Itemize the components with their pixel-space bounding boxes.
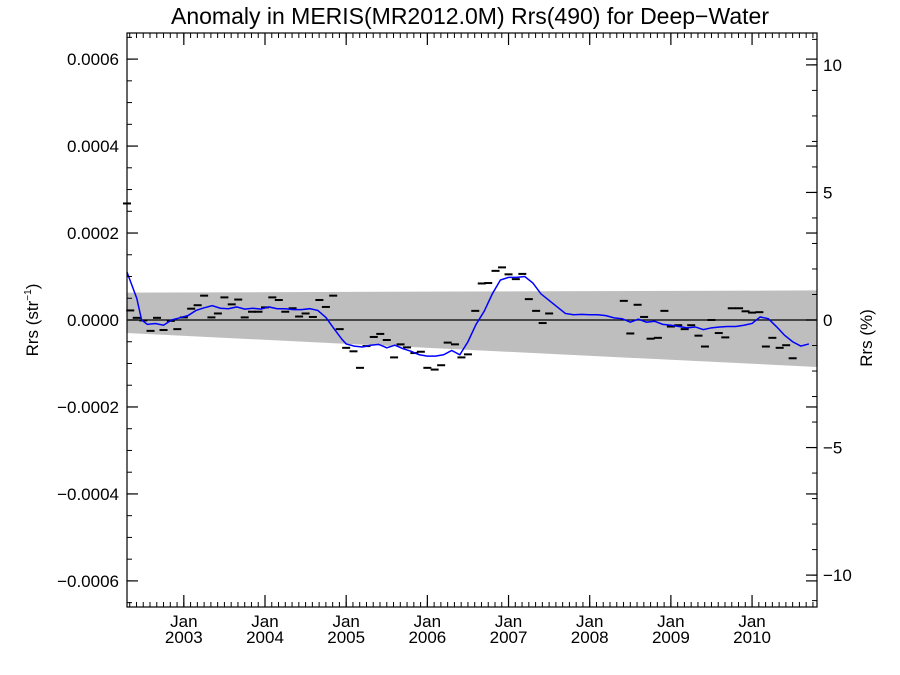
x-tick-month: Jan xyxy=(495,612,522,631)
chart-title: Anomaly in MERIS(MR2012.0M) Rrs(490) for… xyxy=(171,3,769,29)
x-tick-month: Jan xyxy=(738,612,765,631)
right-tick-label: −10 xyxy=(823,566,852,585)
x-tick-year: 2009 xyxy=(652,628,690,647)
right-tick-label: 5 xyxy=(823,183,832,202)
left-tick-label: −0.0006 xyxy=(57,572,119,591)
left-tick-label: −0.0002 xyxy=(57,398,119,417)
x-tick-month: Jan xyxy=(657,612,684,631)
left-tick-label: 0.0002 xyxy=(67,224,119,243)
x-tick-month: Jan xyxy=(414,612,441,631)
left-axis-label: Rrs (str−1) xyxy=(23,284,42,357)
left-y-axis: 0.0006 0.0004 0.0002 0.0000 −0.0002 −0.0004 −0… xyxy=(57,36,817,604)
x-tick-month: Jan xyxy=(251,612,278,631)
right-axis-label: Rrs (%) xyxy=(857,309,876,367)
right-y-axis: 10 5 0 −5 −10 xyxy=(806,38,852,602)
left-tick-label: 0.0006 xyxy=(67,50,119,69)
x-tick-year: 2005 xyxy=(327,628,365,647)
running-mean-line xyxy=(126,271,810,357)
left-tick-label: −0.0004 xyxy=(57,485,119,504)
right-tick-label: 10 xyxy=(823,56,842,75)
right-tick-label: −5 xyxy=(823,439,842,458)
x-tick-month: Jan xyxy=(332,612,359,631)
x-tick-year: 2003 xyxy=(165,628,203,647)
left-tick-label: 0.0000 xyxy=(67,311,119,330)
x-tick-month: Jan xyxy=(576,612,603,631)
left-axis-label-close: ) xyxy=(23,284,42,290)
uncertainty-band xyxy=(127,290,817,367)
x-tick-month: Jan xyxy=(170,612,197,631)
x-tick-year: 2004 xyxy=(246,628,284,647)
left-axis-label-main: Rrs (str xyxy=(23,300,42,356)
right-tick-label: 0 xyxy=(823,311,832,330)
left-axis-label-sup: −1 xyxy=(23,289,34,301)
x-tick-year: 2008 xyxy=(571,628,609,647)
x-tick-year: 2010 xyxy=(733,628,771,647)
plot-area xyxy=(123,32,818,608)
x-tick-year: 2006 xyxy=(408,628,446,647)
x-tick-year: 2007 xyxy=(490,628,528,647)
x-axis: Jan2003Jan2004Jan2005Jan2006Jan2007Jan20… xyxy=(129,33,814,647)
left-tick-label: 0.0004 xyxy=(67,137,119,156)
